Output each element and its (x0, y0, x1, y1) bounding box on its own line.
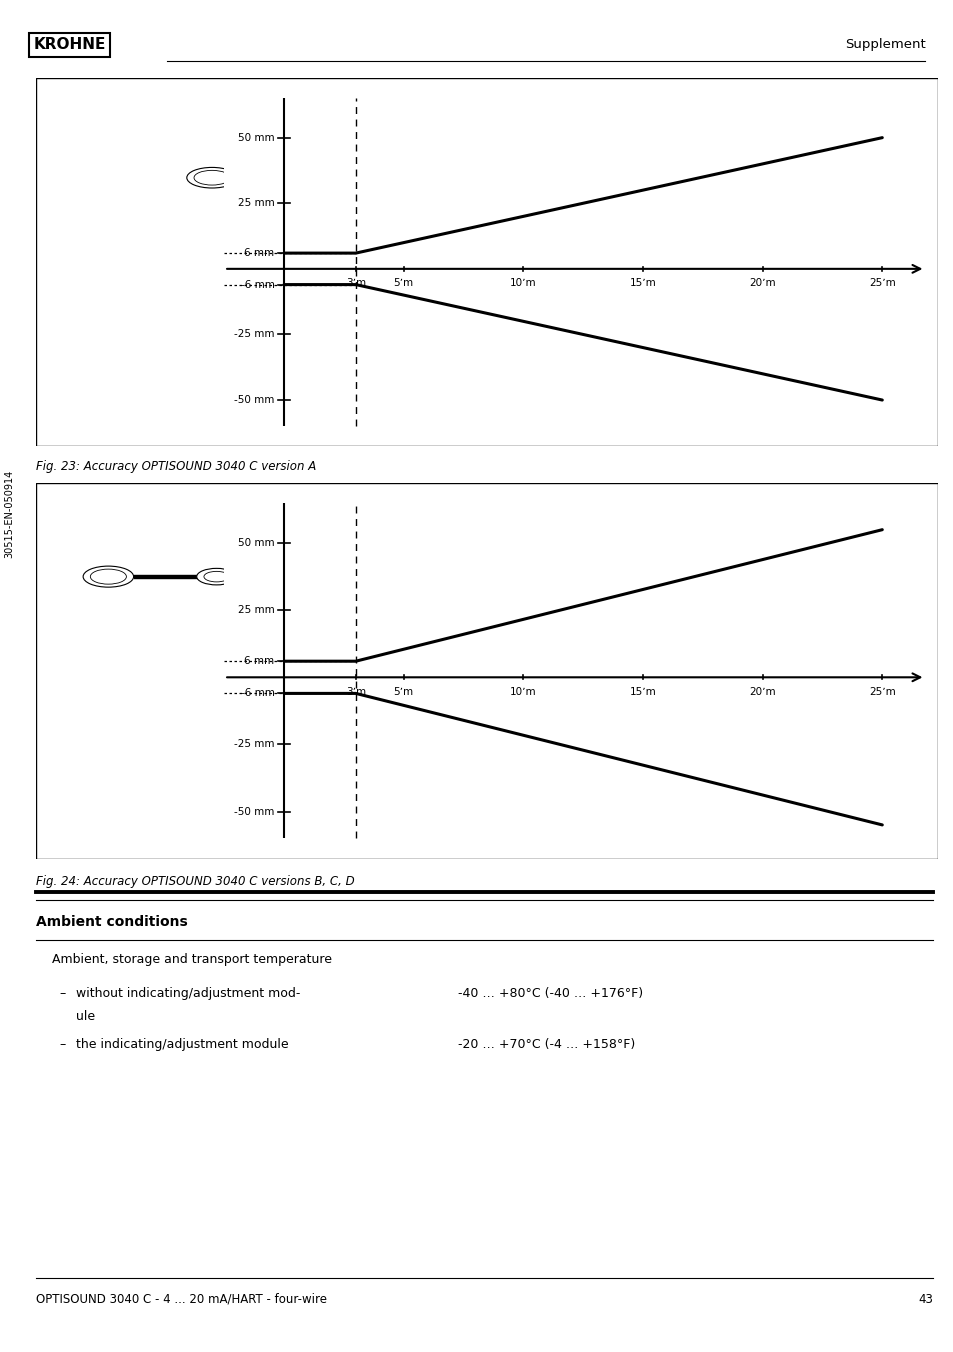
FancyBboxPatch shape (236, 568, 271, 585)
Text: -25 mm: -25 mm (233, 740, 274, 749)
Text: -6 mm: -6 mm (240, 688, 274, 699)
Text: -50 mm: -50 mm (233, 807, 274, 817)
Text: 25ʼm: 25ʼm (868, 279, 895, 288)
Text: 5ʼm: 5ʼm (394, 687, 414, 696)
Text: 6 mm: 6 mm (244, 656, 274, 667)
Text: 10ʼm: 10ʼm (510, 687, 537, 696)
Text: -6 mm: -6 mm (240, 280, 274, 289)
Text: the indicating/adjustment module: the indicating/adjustment module (76, 1038, 289, 1052)
Text: OPTISOUND 3040 C - 4 ... 20 mA/HART - four-wire: OPTISOUND 3040 C - 4 ... 20 mA/HART - fo… (36, 1293, 327, 1306)
Text: 20ʼm: 20ʼm (748, 687, 775, 696)
Text: –: – (59, 1038, 66, 1052)
Text: without indicating/adjustment mod-: without indicating/adjustment mod- (76, 987, 300, 1000)
Text: 15ʼm: 15ʼm (629, 279, 656, 288)
Text: 6 mm: 6 mm (244, 249, 274, 258)
Text: ule: ule (76, 1010, 95, 1023)
Text: -50 mm: -50 mm (233, 395, 274, 406)
Text: 50 mm: 50 mm (237, 538, 274, 548)
FancyBboxPatch shape (236, 169, 273, 187)
Circle shape (83, 566, 133, 587)
Text: Ambient, storage and transport temperature: Ambient, storage and transport temperatu… (52, 953, 333, 967)
Bar (269, 502, 274, 690)
Text: 3ʼm: 3ʼm (345, 279, 366, 288)
Text: 25 mm: 25 mm (237, 199, 274, 208)
Text: Fig. 24: Accuracy OPTISOUND 3040 C versions B, C, D: Fig. 24: Accuracy OPTISOUND 3040 C versi… (36, 875, 355, 888)
Text: 3ʼm: 3ʼm (345, 687, 366, 696)
Text: 25ʼm: 25ʼm (868, 687, 895, 696)
Text: 20ʼm: 20ʼm (748, 279, 775, 288)
Text: -25 mm: -25 mm (233, 330, 274, 339)
Text: 43: 43 (917, 1293, 932, 1306)
Text: KROHNE: KROHNE (33, 37, 106, 53)
Text: Supplement: Supplement (843, 38, 924, 51)
Text: Ambient conditions: Ambient conditions (36, 915, 188, 929)
Text: 10ʼm: 10ʼm (510, 279, 537, 288)
Text: 5ʼm: 5ʼm (394, 279, 414, 288)
Text: -20 … +70°C (-4 … +158°F): -20 … +70°C (-4 … +158°F) (457, 1038, 635, 1052)
Circle shape (187, 168, 237, 188)
Bar (270, 89, 274, 243)
Text: Fig. 23: Accuracy OPTISOUND 3040 C version A: Fig. 23: Accuracy OPTISOUND 3040 C versi… (36, 460, 316, 473)
Text: 15ʼm: 15ʼm (629, 687, 656, 696)
Circle shape (196, 568, 236, 585)
Bar (133, 575, 201, 579)
Text: –: – (59, 987, 66, 1000)
Text: 25 mm: 25 mm (237, 606, 274, 615)
Text: 50 mm: 50 mm (237, 132, 274, 143)
Text: -40 … +80°C (-40 … +176°F): -40 … +80°C (-40 … +176°F) (457, 987, 642, 1000)
Text: 30515-EN-050914: 30515-EN-050914 (5, 469, 14, 558)
